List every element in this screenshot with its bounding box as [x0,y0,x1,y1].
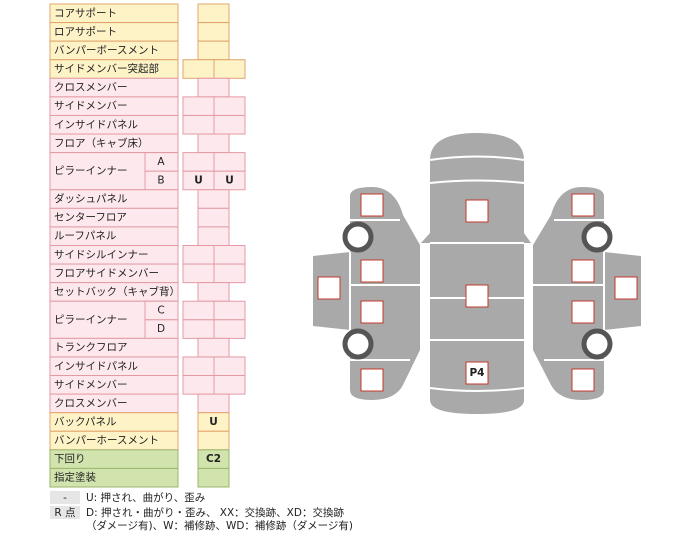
grade-cell [197,467,230,488]
grade-mark: U [225,174,234,186]
grade-cell [213,319,246,339]
check-box [571,368,595,392]
body-left [313,187,420,400]
grade-cell [182,300,215,321]
grade-cell [213,114,246,135]
grade-cell [197,207,230,228]
check-box [571,259,595,283]
wheel [342,221,374,253]
row-label-cell [49,467,179,488]
check-box [465,361,489,385]
row-label: サイドメンバー突起部 [54,62,159,75]
row-label: ピラーインナー [54,165,128,177]
grade-mark: C2 [206,453,221,465]
grade-cell [182,96,215,116]
grade-cell [197,430,230,451]
grade-cell [182,59,215,79]
grade-cell [197,282,230,302]
check-box [571,193,595,217]
grade-cell [197,393,230,414]
grade-cell [197,3,230,24]
grade-cell [197,337,230,358]
row-label: バックパネル [54,416,116,428]
grade-cell [182,375,215,395]
sub-label: A [157,156,165,168]
row-label: バンパーボースメント [54,44,159,56]
row-label: サイドメンバー [54,100,128,112]
grade-cell [213,245,246,265]
check-box [465,199,489,223]
grade-cell [213,375,246,395]
check-box [614,276,638,300]
grade-cell [213,263,246,284]
grade-cell [182,263,215,284]
legend-text: U: 押され、曲がり、歪み [86,491,205,504]
row-label: サイドメンバー [54,379,128,391]
row-label: クロスメンバー [54,82,128,94]
row-label: バンパーホースメント [54,435,159,447]
sub-label: B [157,174,164,186]
grade-mark: U [194,174,203,186]
row-label: ロアサポート [54,26,117,38]
row-label: クロスメンバー [54,397,128,409]
check-box [360,368,384,392]
grade-cell [213,300,246,321]
check-box [360,259,384,283]
legend-key: - [63,492,67,504]
wheel [581,221,613,253]
grade-cell [213,152,246,172]
vehicle-diagram: P4 [313,133,641,414]
legend-text: （ダメージ有)、W：補修跡、WD：補修跡（ダメージ有) [86,519,353,532]
row-label: 下回り [54,453,86,465]
panel-lines [349,219,420,361]
row-label: サイドシルインナー [54,249,149,261]
grade-cell [182,114,215,135]
row-label: コアサポート [54,7,117,19]
body-right [533,187,641,400]
row-label: フロアサイドメンバー [54,267,159,279]
row-label: ピラーインナー [54,314,128,326]
row-label: ダッシュパネル [54,192,128,205]
row-label: フロア（キャブ床） [54,136,149,149]
grade-mark: U [209,416,218,428]
legend-key-box [50,491,80,504]
grade-cell [213,96,246,116]
grade-cell [197,77,230,98]
wheel [581,328,613,360]
grade-cell [182,245,215,265]
grade-cell [182,152,215,172]
body-top [421,133,531,414]
row-label: ルーフパネル [54,230,116,242]
grade-cell [213,59,246,79]
panel-lines [533,219,605,361]
grade-cell [197,40,230,61]
legend-text: D: 押され・曲がり・歪み、 XX：交換跡、XD：交換跡 [86,506,344,519]
row-label: インサイドパネル [54,360,138,372]
check-box [360,300,384,324]
row-label: トランクフロア [54,342,128,354]
damage-label: P4 [469,367,484,379]
row-label: センターフロア [54,212,127,224]
check-box [465,284,489,308]
grade-cell [197,22,230,42]
sub-label: D [157,323,165,335]
row-label: セットバック（キャブ背） [54,285,180,298]
row-label: インサイドパネル [54,119,138,131]
legend-key-box [50,506,80,519]
legend-key: R 点 [54,507,75,519]
sub-label: C [157,305,164,317]
check-box [571,300,595,324]
grade-cell [197,133,230,154]
check-box [360,193,384,217]
check-box [317,276,341,300]
grade-cell [213,356,246,377]
grade-cell [182,319,215,339]
grade-cell [182,356,215,377]
grade-cell [197,189,230,209]
row-label: 指定塗装 [54,471,96,484]
grade-cell [197,226,230,247]
wheel [342,328,374,360]
